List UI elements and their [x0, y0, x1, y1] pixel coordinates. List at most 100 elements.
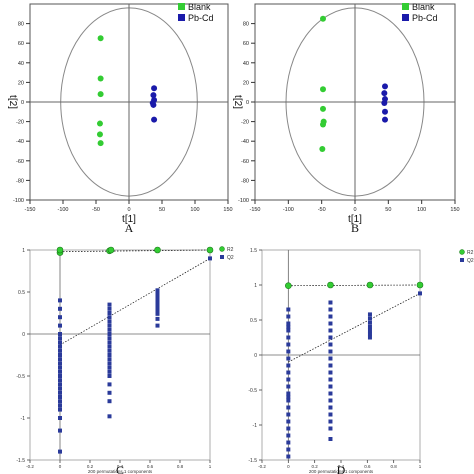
x-tick-label: 0 — [287, 464, 290, 469]
point-q2 — [367, 335, 372, 340]
point-q2 — [286, 391, 291, 396]
point-q2 — [58, 449, 62, 454]
point-q2 — [107, 311, 112, 315]
point-q2 — [58, 403, 62, 408]
x-tick-label: -50 — [318, 207, 326, 213]
point-r2 — [154, 246, 161, 254]
x-tick-label: -150 — [249, 207, 260, 213]
point-q2 — [286, 328, 291, 333]
point-q2 — [58, 399, 62, 404]
point-q2 — [328, 412, 333, 417]
legend-swatch — [178, 3, 185, 10]
point-pb-cd — [382, 83, 388, 90]
point-q2 — [58, 378, 62, 383]
point-pb-cd — [151, 116, 158, 123]
point-q2 — [107, 399, 112, 404]
point-q2 — [107, 327, 112, 332]
point-q2 — [286, 398, 291, 403]
y-tick-label: -100 — [13, 198, 24, 204]
x-tick-label: 0.2 — [87, 464, 94, 469]
y-axis-label: t[2] — [7, 95, 18, 109]
point-q2 — [107, 357, 112, 362]
point-blank — [320, 15, 326, 22]
point-q2 — [367, 320, 372, 325]
x-tick-label: 0.6 — [147, 464, 154, 469]
x-tick-label: 1 — [209, 464, 212, 469]
y-tick-label: 0 — [21, 100, 24, 106]
point-q2 — [286, 363, 291, 368]
point-q2 — [107, 390, 112, 395]
legend-swatch — [402, 14, 409, 21]
point-q2 — [208, 256, 212, 261]
point-q2 — [58, 365, 62, 370]
point-q2 — [328, 335, 333, 340]
regression-line-q2-line — [288, 293, 421, 363]
panel-label-b: B — [351, 221, 359, 235]
legend-swatch — [402, 3, 409, 10]
y-tick-label: -0.5 — [248, 388, 257, 394]
x-tick-label: 0.4 — [338, 464, 345, 469]
x-tick-label: -100 — [283, 207, 294, 213]
point-q2 — [58, 361, 62, 366]
point-q2 — [58, 306, 62, 311]
point-q2 — [286, 307, 291, 312]
point-pb-cd — [150, 92, 157, 99]
point-q2 — [107, 315, 112, 320]
point-q2 — [155, 295, 160, 300]
y-tick-label: 60 — [243, 41, 249, 47]
point-q2 — [58, 298, 62, 303]
point-q2 — [328, 328, 333, 333]
point-q2 — [367, 312, 372, 317]
y-tick-label: 20 — [18, 80, 24, 86]
point-pb-cd — [382, 108, 388, 115]
point-blank — [319, 146, 326, 153]
legend-swatch — [178, 14, 185, 21]
point-q2 — [286, 454, 291, 459]
point-q2 — [328, 405, 333, 410]
panel-label-a: A — [125, 221, 134, 235]
point-q2 — [107, 361, 112, 366]
point-q2 — [58, 353, 62, 357]
point-blank — [320, 121, 326, 128]
x-tick-label: 0 — [353, 207, 356, 213]
legend-label: Q2 — [227, 255, 234, 261]
point-r2 — [107, 246, 115, 254]
point-q2 — [107, 336, 112, 341]
point-q2 — [367, 328, 372, 333]
point-blank — [97, 91, 104, 98]
point-r2 — [56, 246, 64, 254]
point-pb-cd — [381, 99, 388, 106]
y-tick-label: 0 — [254, 353, 257, 359]
y-tick-label: -20 — [16, 120, 24, 126]
point-q2 — [328, 370, 333, 375]
point-q2 — [328, 307, 333, 312]
point-q2 — [286, 335, 291, 340]
x-axis-label: 200 permutations 1 components — [309, 469, 374, 474]
legend-swatch — [459, 249, 465, 255]
point-q2 — [107, 414, 112, 419]
point-q2 — [367, 332, 372, 336]
point-q2 — [107, 353, 112, 357]
point-q2 — [58, 382, 62, 387]
point-q2 — [107, 365, 112, 370]
point-q2 — [286, 395, 291, 399]
point-q2 — [58, 332, 62, 336]
x-tick-label: 0.8 — [391, 464, 398, 469]
y-tick-label: -1 — [21, 416, 26, 422]
x-tick-label: -0.2 — [258, 464, 266, 469]
point-blank — [97, 75, 104, 82]
point-q2 — [286, 433, 291, 438]
point-r2 — [285, 282, 292, 290]
legend-swatch — [220, 255, 224, 259]
x-tick-label: 0.4 — [117, 464, 124, 469]
x-tick-label: 0.2 — [312, 464, 319, 469]
point-q2 — [286, 370, 291, 375]
y-tick-label: -80 — [241, 178, 249, 184]
y-tick-label: -40 — [16, 139, 24, 145]
point-q2 — [286, 342, 291, 347]
y-tick-label: 80 — [243, 22, 249, 28]
point-blank — [97, 140, 104, 147]
y-tick-label: 1 — [254, 283, 257, 289]
x-tick-label: -100 — [57, 207, 68, 213]
